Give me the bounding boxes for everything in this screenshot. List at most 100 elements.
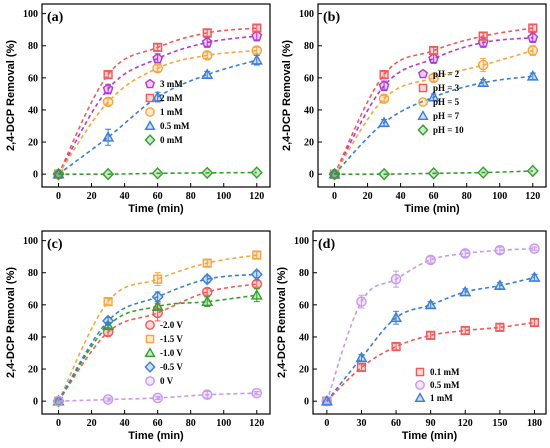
series-3 (52, 268, 263, 408)
series-line (57, 283, 257, 402)
data-point (356, 362, 367, 373)
x-tick-label: 150 (492, 418, 507, 429)
legend: pH = 2 pH = 3 pH = 5 pH = 7 pH = 10 (417, 68, 464, 136)
data-point (426, 330, 436, 340)
data-point (250, 53, 263, 65)
y-tick-label: 20 (304, 138, 314, 149)
x-tick-label: 0 (332, 191, 337, 202)
y-tick-label: 60 (299, 300, 309, 311)
plot-frame (41, 230, 271, 415)
x-tick-label: 80 (462, 191, 472, 202)
y-axis-title: 2,4-DCP Removal (%) (5, 40, 17, 151)
x-tick-label: 120 (249, 191, 264, 202)
legend-marker (418, 83, 428, 93)
data-point (251, 30, 263, 41)
x-axis-title: Time (min) (404, 203, 460, 215)
y-tick-label: 0 (309, 170, 314, 181)
data-point (151, 290, 164, 304)
data-point (251, 45, 263, 56)
data-point (201, 68, 214, 80)
y-tick-label: 20 (28, 138, 38, 149)
x-tick-label: 80 (186, 418, 196, 429)
x-tick-label: 180 (527, 418, 542, 429)
data-point (378, 93, 390, 105)
legend-label: 0 mM (160, 135, 183, 145)
data-point (251, 278, 263, 290)
x-tick-label: 60 (429, 191, 439, 202)
data-point (152, 52, 164, 64)
data-point (529, 243, 540, 254)
legend-marker (145, 107, 155, 117)
legend-marker (145, 376, 155, 386)
series-line (57, 27, 257, 175)
legend-label: -0.5 V (160, 362, 183, 372)
legend-marker (417, 110, 429, 121)
x-tick-label: 120 (525, 191, 540, 202)
data-point (251, 387, 263, 399)
legend-label: 1 mM (430, 393, 453, 403)
data-point (477, 76, 490, 88)
data-point (202, 258, 212, 268)
data-point (103, 297, 113, 307)
data-point (250, 268, 263, 281)
data-point (460, 325, 470, 336)
x-tick-label: 20 (363, 191, 373, 202)
y-tick-label: 60 (28, 300, 38, 311)
y-axis-title: 2,4-DCP Removal (%) (281, 40, 293, 151)
chart-panel-a: 0 20 40 60 80 100 0 20 40 60 80 100 120 Time (min) 2,4… (5, 3, 271, 215)
x-axis-title: Time (min) (128, 203, 184, 215)
data-point (428, 72, 439, 84)
data-point (477, 59, 489, 71)
y-tick-label: 80 (299, 268, 309, 279)
data-point (102, 167, 115, 181)
y-tick-label: 80 (304, 41, 314, 52)
x-tick-label: 100 (216, 191, 231, 202)
legend-label: 0.1 mM (430, 367, 460, 377)
data-point (427, 167, 440, 180)
y-tick-label: 0 (304, 397, 309, 408)
legend-label: 2 mM (160, 93, 183, 103)
data-point (494, 244, 506, 256)
y-tick-label: 40 (28, 105, 38, 116)
data-point (102, 394, 114, 405)
chart-panel-c: 0 20 40 60 80 100 0 20 40 60 80 100 120 Time (min) 2,4… (5, 230, 271, 442)
data-point (328, 167, 341, 181)
data-point (151, 90, 164, 102)
x-axis-title: Time (min) (402, 430, 458, 442)
series-line (333, 49, 534, 175)
series-1 (321, 243, 540, 407)
data-point (478, 31, 488, 41)
data-point (102, 96, 114, 108)
series-line (326, 247, 535, 402)
data-point (459, 285, 472, 297)
data-point (477, 166, 490, 179)
data-point (493, 279, 506, 290)
data-point (424, 298, 437, 310)
legend-marker (415, 367, 425, 377)
legend-marker (144, 347, 156, 358)
y-tick-label: 40 (304, 105, 314, 116)
series-4 (328, 164, 539, 181)
data-point (495, 322, 505, 332)
x-tick-label: 20 (87, 418, 97, 429)
legend-label: 1 mM (160, 107, 183, 117)
data-point (201, 286, 213, 298)
plot-frame (317, 3, 547, 188)
panel-label: (c) (47, 237, 63, 252)
legend-label: pH = 10 (433, 125, 464, 135)
data-point (202, 28, 212, 38)
legend-marker (415, 380, 425, 390)
x-tick-label: 0 (324, 418, 329, 429)
data-point (102, 314, 115, 328)
series-2 (52, 288, 263, 406)
legend-label: pH = 3 (433, 83, 460, 93)
plot-frame (312, 230, 547, 415)
legend-label: -1.0 V (160, 348, 183, 358)
x-tick-label: 60 (391, 418, 401, 429)
y-tick-label: 100 (23, 236, 38, 247)
data-point (151, 167, 164, 180)
data-point (529, 317, 540, 328)
x-tick-label: 90 (426, 418, 436, 429)
legend-marker (145, 93, 155, 103)
y-tick-label: 80 (28, 268, 38, 279)
